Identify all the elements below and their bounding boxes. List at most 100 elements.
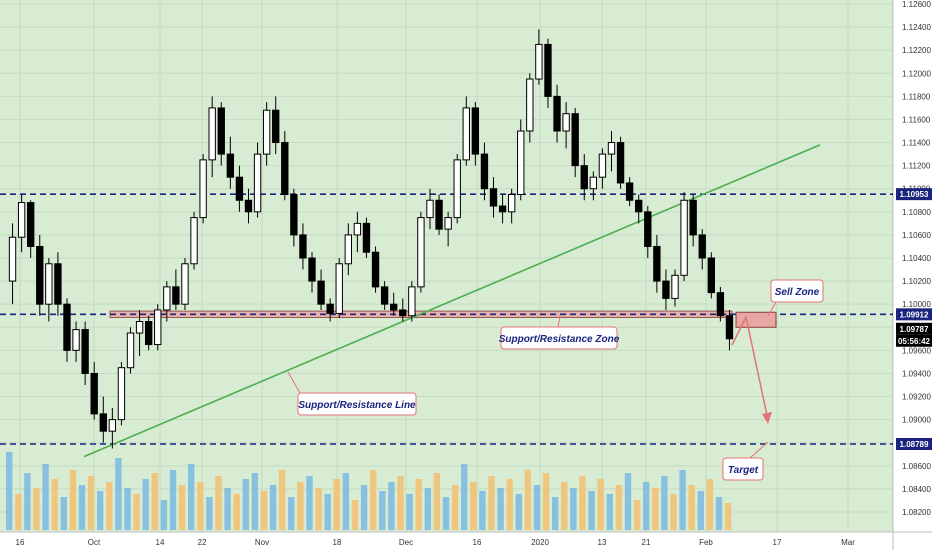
x-tick-label: 13 <box>598 538 607 547</box>
candle-body <box>589 176 598 190</box>
volume-bar <box>643 482 650 530</box>
x-tick-label: Feb <box>699 538 713 547</box>
volume-bar <box>379 491 386 530</box>
candle-body <box>208 107 216 161</box>
candle-body <box>8 236 17 282</box>
candle-body <box>317 280 325 305</box>
candle-body <box>671 274 679 299</box>
candle-body <box>244 199 253 213</box>
callout-pointer <box>287 371 301 394</box>
candle-body <box>163 286 171 311</box>
y-tick-label: 1.11600 <box>902 115 931 124</box>
x-tick-label: 16 <box>473 538 482 547</box>
volume-bar <box>697 491 704 530</box>
y-tick-label: 1.10800 <box>902 208 931 217</box>
candle-body <box>181 263 189 305</box>
volume-bar <box>133 494 140 530</box>
x-tick-label: 16 <box>16 538 25 547</box>
candle-body <box>344 234 352 265</box>
volume-bar <box>406 494 413 530</box>
candle-body <box>535 43 543 80</box>
volume-bar <box>451 485 459 530</box>
candle-body <box>45 263 53 305</box>
candle-body <box>126 332 135 369</box>
volume-bar <box>670 494 677 530</box>
candle-body <box>598 153 607 178</box>
candle-body <box>272 109 280 144</box>
candle-body <box>507 194 516 213</box>
candle-body <box>580 165 588 190</box>
y-tick-label: 1.11400 <box>902 139 931 148</box>
candle-body <box>571 113 579 167</box>
callout-box <box>500 326 618 350</box>
volume-bar <box>488 476 495 530</box>
price-tags: 1.10953 1.09912 1.09787 05:56:42 1.08789 <box>896 188 932 450</box>
y-tick-label: 1.09000 <box>902 416 931 425</box>
annotation-callout: Sell Zone <box>767 279 824 317</box>
volume-bar <box>442 497 450 530</box>
annotation-callout: Target <box>722 441 769 481</box>
candle-body <box>36 245 44 305</box>
annotation-label: Sell Zone <box>775 287 820 298</box>
candle-body <box>308 257 316 282</box>
volume-bar <box>497 488 504 530</box>
candle-body <box>144 321 153 346</box>
y-tick-label: 1.12000 <box>902 69 931 78</box>
x-tick-label: Oct <box>88 538 101 547</box>
volume-bar <box>570 488 577 530</box>
volume-bar <box>33 488 40 530</box>
candle-body <box>81 329 89 374</box>
volume-bars <box>6 452 732 530</box>
price-tag-box <box>896 188 932 201</box>
volume-bar <box>306 476 313 530</box>
volume-bar <box>661 476 668 530</box>
volume-bar <box>461 464 468 530</box>
y-tick-label: 1.12400 <box>902 23 931 32</box>
x-tick-label: 18 <box>333 538 342 547</box>
volume-bar <box>579 476 586 530</box>
y-tick-label: 1.08400 <box>902 485 931 494</box>
price-tag-label: 1.10953 <box>900 190 929 199</box>
volume-bar <box>515 494 522 530</box>
candle-body <box>444 217 452 230</box>
volume-bar <box>60 497 67 530</box>
volume-bar <box>360 485 368 530</box>
candle-body <box>426 199 434 219</box>
price-tag-box <box>896 334 932 347</box>
candle-body <box>653 245 661 282</box>
y-tick-label: 1.09200 <box>902 393 931 402</box>
candle-body <box>390 303 398 311</box>
volume-bar <box>169 470 177 530</box>
plot-background <box>0 0 893 532</box>
candle-body <box>644 211 652 247</box>
candle-body <box>489 188 498 207</box>
volume-bar <box>615 485 623 530</box>
x-tick-label: Nov <box>255 538 269 547</box>
candle-body <box>217 107 225 155</box>
volume-bar <box>388 482 395 530</box>
volume-bar <box>542 473 550 530</box>
callout-pointer <box>749 441 769 459</box>
volume-bar <box>260 491 268 530</box>
candle-body <box>553 95 561 132</box>
volume-bar <box>151 473 158 530</box>
volume-bar <box>342 473 350 530</box>
y-tick-label: 1.10400 <box>902 254 931 263</box>
annotation-callout: Support/Resistance Line <box>287 371 417 416</box>
volume-bar <box>142 479 149 530</box>
y-tick-label: 1.08200 <box>902 508 931 517</box>
x-tick-label: 22 <box>198 538 207 547</box>
price-tag-box <box>896 308 932 321</box>
volume-bar <box>224 488 231 530</box>
candle-body <box>680 199 688 276</box>
volume-bar <box>269 485 277 530</box>
candle-body <box>689 199 697 236</box>
volume-bar <box>561 482 568 530</box>
volume-bar <box>479 491 486 530</box>
volume-bar <box>78 485 86 530</box>
volume-bar <box>51 479 58 530</box>
volume-bar <box>279 470 286 530</box>
candle-body <box>399 309 407 317</box>
candle-body <box>199 159 207 219</box>
